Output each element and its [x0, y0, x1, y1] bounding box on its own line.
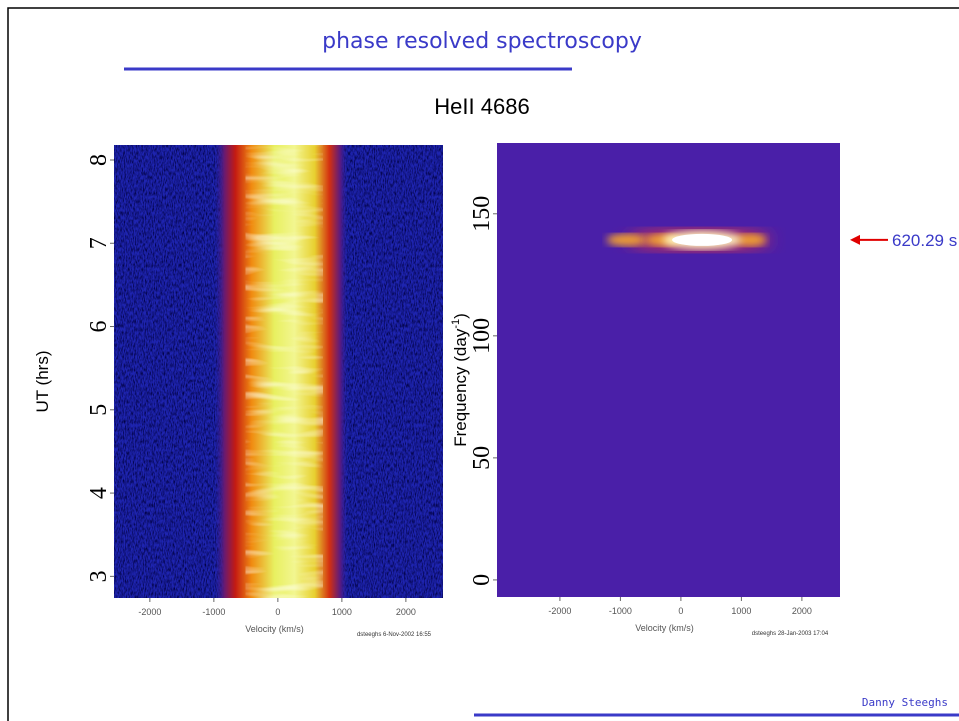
y-axis-label-text: Frequency (day [451, 328, 470, 447]
x-tick-label: -1000 [609, 606, 632, 616]
x-tick-label: -2000 [548, 606, 571, 616]
x-tick-label: 0 [275, 607, 280, 617]
slide-title: phase resolved spectroscopy [322, 29, 642, 54]
x-tick-label: 1000 [731, 606, 751, 616]
y-tick-label: 50 [469, 446, 495, 470]
x-tick-label: -1000 [202, 607, 225, 617]
y-tick-label: 8 [86, 154, 112, 166]
author: Danny Steeghs [862, 696, 948, 709]
slide-border [7, 7, 959, 721]
y-axis-label: UT (hrs) [33, 350, 52, 412]
y-axis-label: Frequency (day-1) [450, 313, 470, 447]
x-tick-label: -2000 [138, 607, 161, 617]
annotation-arrowhead [850, 234, 860, 245]
y-tick-label: 6 [86, 321, 112, 333]
stamp: dsteeghs 28-Jan-2003 17:04 [752, 631, 829, 637]
y-tick-label: 150 [469, 196, 495, 232]
image-background [497, 143, 840, 597]
x-tick-label: 2000 [792, 606, 812, 616]
y-tick-label: 100 [469, 318, 495, 354]
annotation-label: 620.29 s [892, 231, 957, 250]
y-tick-label: 4 [86, 487, 112, 499]
y-axis-label-close: ) [451, 313, 470, 319]
y-tick-label: 3 [86, 570, 112, 582]
stamp: dsteeghs 6-Nov-2002 16:55 [357, 632, 432, 638]
x-tick-label: 2000 [396, 607, 416, 617]
y-tick-label: 5 [86, 404, 112, 416]
trail-texture [245, 145, 323, 598]
peak-core [672, 233, 733, 246]
x-axis-label: Velocity (km/s) [245, 624, 304, 634]
x-tick-label: 0 [678, 606, 683, 616]
y-tick-label: 0 [469, 574, 495, 586]
x-axis-label: Velocity (km/s) [635, 623, 694, 633]
peak-side [734, 233, 767, 246]
y-tick-label: 7 [86, 237, 112, 249]
y-axis-label-sup: -1 [450, 319, 462, 329]
peak-side [606, 233, 647, 246]
heading: HeII 4686 [434, 94, 529, 119]
x-tick-label: 1000 [332, 607, 352, 617]
